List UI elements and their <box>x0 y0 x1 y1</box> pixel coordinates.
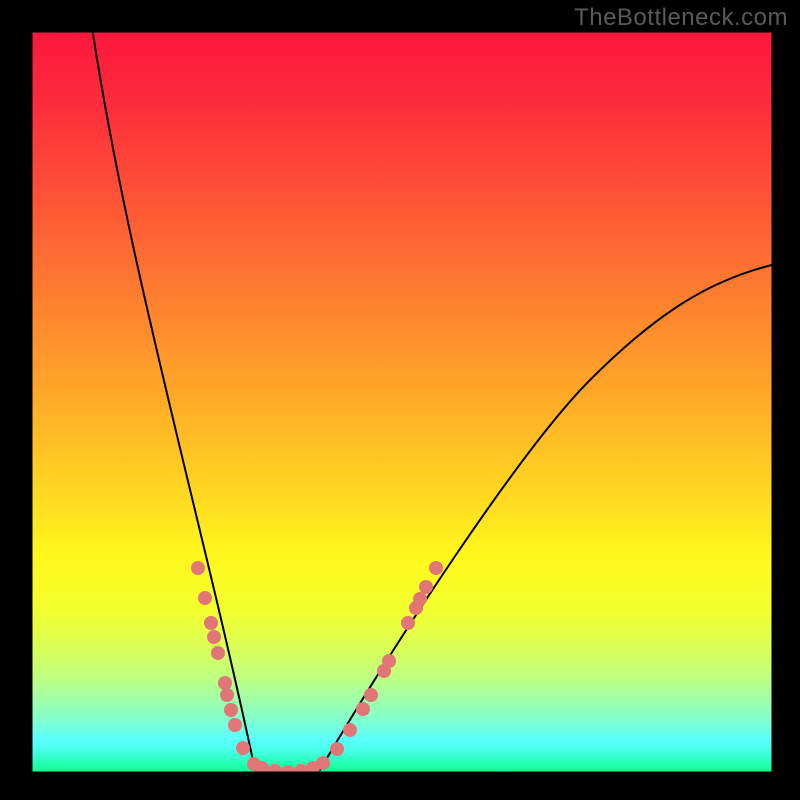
data-dot <box>356 702 370 716</box>
data-dot <box>429 561 443 575</box>
chart-svg <box>0 0 800 800</box>
data-dot <box>198 591 212 605</box>
data-dot <box>211 646 225 660</box>
data-dot <box>191 561 205 575</box>
data-dot <box>330 742 344 756</box>
chart-stage: TheBottleneck.com <box>0 0 800 800</box>
data-dot <box>255 761 269 775</box>
data-dot <box>268 764 282 778</box>
plot-background <box>32 32 772 772</box>
data-dot <box>224 703 238 717</box>
data-dot <box>294 764 308 778</box>
data-dot <box>218 676 232 690</box>
data-dot <box>236 741 250 755</box>
data-dot <box>401 616 415 630</box>
data-dot <box>204 616 218 630</box>
data-dot <box>343 723 357 737</box>
data-dot <box>382 654 396 668</box>
data-dot <box>413 592 427 606</box>
data-dot <box>364 688 378 702</box>
data-dot <box>419 580 433 594</box>
data-dot <box>228 718 242 732</box>
data-dot <box>316 756 330 770</box>
data-dot <box>220 688 234 702</box>
data-dot <box>207 630 221 644</box>
watermark-text: TheBottleneck.com <box>574 4 788 32</box>
